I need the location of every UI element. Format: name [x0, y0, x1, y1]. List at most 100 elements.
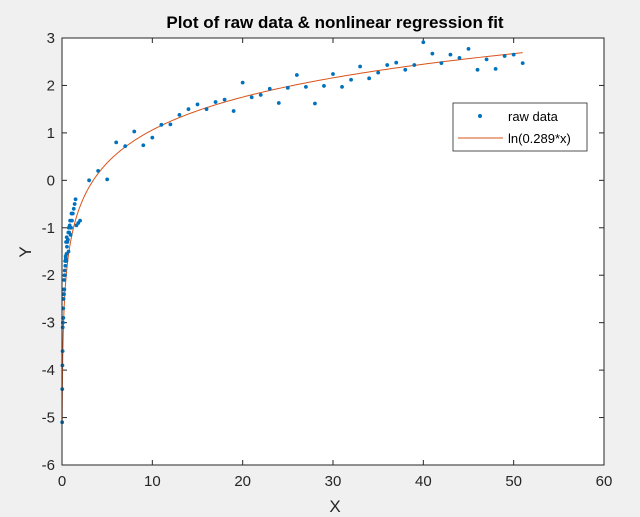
data-point [105, 177, 110, 182]
y-axis-label: Y [16, 246, 35, 257]
x-tick-label: 20 [234, 473, 251, 490]
x-tick-label: 60 [596, 473, 613, 490]
data-point [430, 51, 435, 56]
y-tick-label: -3 [42, 315, 55, 332]
data-point [240, 80, 245, 85]
data-point [313, 101, 317, 106]
data-point [520, 61, 525, 66]
data-point [475, 67, 480, 72]
data-point [276, 101, 281, 105]
x-axis: 0 10 20 30 40 50 60 [58, 38, 613, 490]
data-point [385, 63, 390, 67]
data-point [394, 60, 399, 65]
legend-label-raw-data: raw data [508, 109, 559, 124]
x-axis-label: X [329, 497, 340, 516]
legend-box [452, 102, 588, 152]
data-point [69, 225, 73, 230]
y-tick-label: 3 [47, 30, 55, 47]
data-point [65, 244, 69, 249]
data-point [457, 56, 462, 60]
data-point [150, 135, 155, 140]
data-point [87, 178, 91, 183]
y-tick-label: 1 [47, 125, 55, 142]
plot-area [62, 38, 604, 465]
legend-marker-raw-data [478, 114, 482, 118]
data-point [412, 63, 417, 67]
data-point [466, 47, 471, 51]
data-point [349, 77, 353, 82]
legend: raw data ln(0.289*x) [452, 102, 588, 152]
data-point [322, 84, 326, 88]
data-point [294, 73, 299, 77]
data-point [177, 112, 182, 117]
data-point [62, 268, 67, 273]
x-tick-label: 30 [325, 473, 342, 490]
data-point [222, 97, 227, 102]
data-point [168, 122, 173, 127]
data-point [204, 107, 209, 112]
data-point [62, 292, 66, 297]
data-point [159, 122, 164, 127]
data-point [60, 325, 65, 330]
data-point [123, 144, 128, 149]
y-axis: -6 -5 -4 -3 -2 -1 0 1 2 3 [42, 30, 604, 474]
data-point [64, 259, 69, 263]
fit-line [61, 52, 523, 423]
data-point [285, 85, 290, 90]
fit-series [61, 52, 523, 423]
y-tick-label: -5 [42, 410, 55, 427]
data-point [114, 140, 119, 145]
data-point [195, 102, 200, 107]
y-tick-label: 0 [47, 172, 55, 189]
data-point [439, 61, 444, 66]
data-point [448, 52, 453, 57]
data-point [258, 93, 263, 97]
data-point [63, 263, 68, 268]
data-point [78, 218, 82, 223]
chart-title: Plot of raw data & nonlinear regression … [166, 13, 504, 32]
y-tick-label: -6 [42, 457, 55, 474]
data-point [65, 237, 70, 242]
data-point [71, 206, 76, 211]
x-tick-label: 50 [505, 473, 522, 490]
data-point [511, 52, 516, 57]
data-point [358, 64, 362, 69]
data-point [231, 109, 236, 113]
data-point [61, 297, 66, 301]
plot-frame [61, 37, 605, 466]
data-point [96, 168, 101, 173]
legend-label-fit: ln(0.289*x) [508, 131, 571, 146]
y-tick-label: -1 [42, 220, 55, 237]
data-point [72, 202, 77, 206]
x-tick-label: 0 [58, 473, 66, 490]
data-point [484, 57, 489, 62]
data-point [340, 84, 344, 89]
y-tick-label: -2 [42, 267, 55, 284]
data-point [60, 349, 65, 354]
data-point [68, 232, 73, 237]
x-tick-label: 40 [415, 473, 432, 490]
data-point [403, 67, 408, 72]
raw-data-series [60, 40, 525, 425]
data-point [213, 100, 218, 104]
data-point [249, 95, 254, 100]
data-point [70, 218, 74, 223]
data-point [331, 72, 335, 76]
data-point [63, 273, 67, 278]
data-point [62, 287, 67, 292]
y-tick-label: 2 [47, 77, 55, 94]
data-point [73, 197, 78, 202]
data-point [132, 129, 137, 134]
data-point [421, 40, 426, 45]
data-point [376, 70, 381, 75]
data-point [304, 84, 308, 89]
data-point [66, 249, 71, 254]
data-point [367, 76, 372, 81]
data-point [267, 86, 272, 91]
data-point [493, 66, 498, 71]
data-point [502, 54, 507, 58]
data-point [70, 211, 75, 216]
y-tick-label: -4 [42, 362, 55, 379]
data-point [141, 143, 146, 148]
